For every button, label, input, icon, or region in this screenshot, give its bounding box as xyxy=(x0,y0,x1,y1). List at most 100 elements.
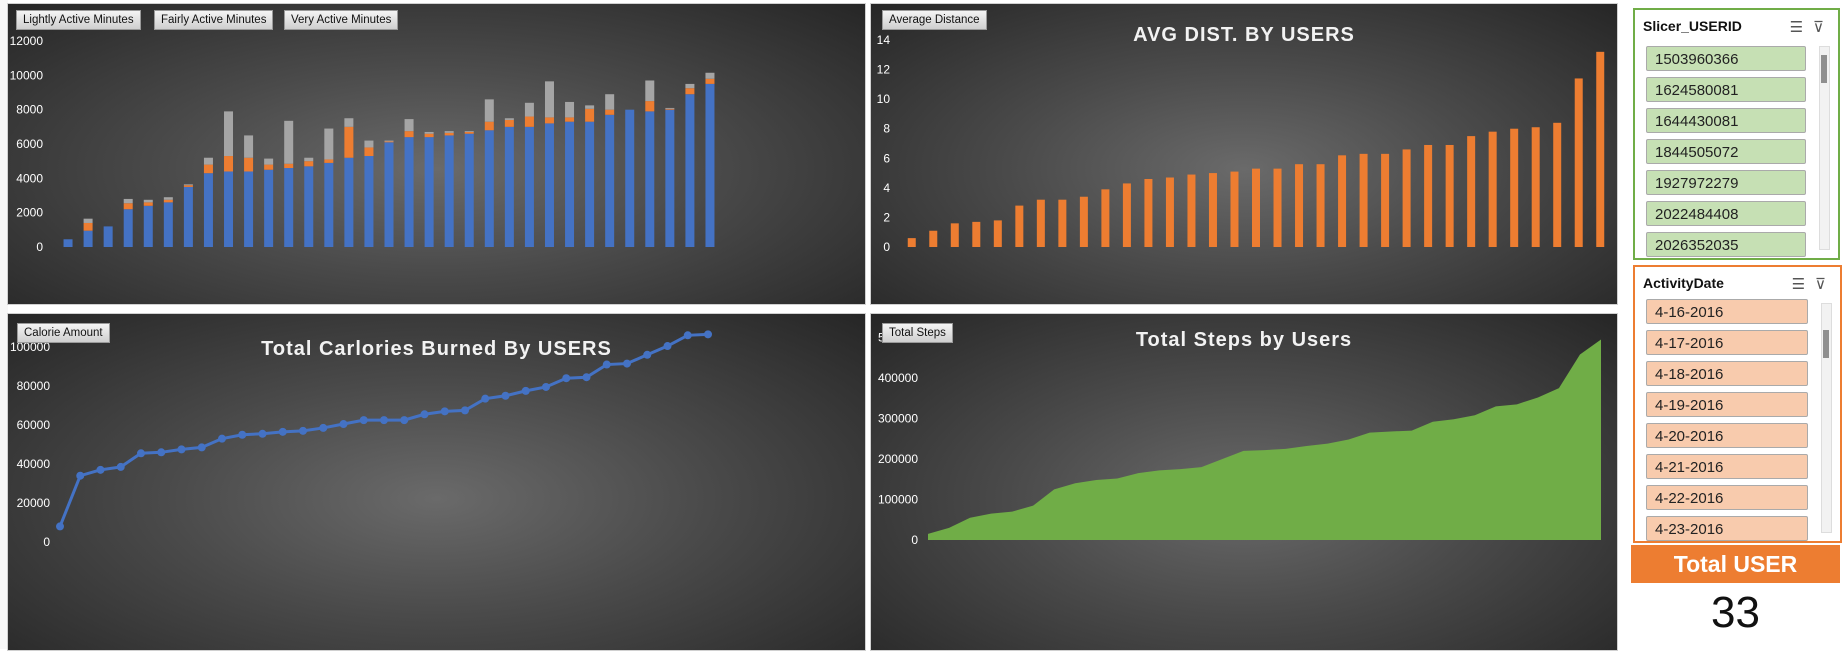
bar-segment xyxy=(83,222,93,231)
bar-segment xyxy=(384,141,394,143)
calories-chart[interactable]: 0 20000 40000 60000 80000 100000 120000 Calori… xyxy=(7,313,866,651)
bar-segment xyxy=(464,133,474,247)
slicer-date-item[interactable]: 4-21-2016 xyxy=(1646,454,1808,479)
distance-bar xyxy=(1359,153,1368,247)
multi-select-icon[interactable]: ☰ xyxy=(1791,276,1806,293)
legend-fairly-active[interactable]: Fairly Active Minutes xyxy=(154,10,274,30)
slicer-date-item[interactable]: 4-19-2016 xyxy=(1646,392,1808,417)
slicer-userid-scrollbar[interactable] xyxy=(1819,46,1830,250)
bar-segment xyxy=(645,101,655,112)
calories-point xyxy=(56,522,64,531)
bar-segment xyxy=(605,114,615,247)
bar-segment xyxy=(143,202,153,206)
clear-filter-icon[interactable]: ⊽ xyxy=(1813,19,1824,36)
activity-minutes-chart[interactable]: 0 2000 4000 6000 8000 10000 12000 Lightly Acti… xyxy=(7,3,866,305)
slicer-userid-item[interactable]: 1644430081 xyxy=(1646,108,1806,133)
distance-bar xyxy=(1058,199,1067,247)
multi-select-icon[interactable]: ☰ xyxy=(1789,19,1804,36)
bar-segment xyxy=(264,169,274,247)
slicer-userid[interactable]: Slicer_USERID ☰ ⊽ 1503960366 1624580081 164… xyxy=(1633,8,1840,260)
y-tick-label: 60000 xyxy=(17,418,51,432)
slicer-userid-item[interactable]: 1844505072 xyxy=(1646,139,1806,164)
bar-segment xyxy=(183,185,193,187)
distance-bar xyxy=(993,220,1002,247)
slicer-userid-controls: ☰ ⊽ xyxy=(1780,18,1824,36)
slicer-date-item[interactable]: 4-23-2016 xyxy=(1646,516,1808,541)
y-tick-label: 6000 xyxy=(16,137,43,151)
bar-segment xyxy=(544,123,554,247)
slicer-date-item[interactable]: 4-18-2016 xyxy=(1646,361,1808,386)
bar-segment xyxy=(143,199,153,203)
calories-point xyxy=(704,330,712,339)
clear-filter-icon[interactable]: ⊽ xyxy=(1815,276,1826,293)
distance-bar xyxy=(1230,171,1239,247)
calories-point xyxy=(400,416,409,425)
slicer-userid-item[interactable]: 2022484408 xyxy=(1646,201,1806,226)
bar-segment xyxy=(163,197,173,200)
y-tick-label: 14 xyxy=(877,33,891,47)
distance-bar xyxy=(1381,153,1390,247)
bar-segment xyxy=(645,80,655,102)
bar-segment xyxy=(163,202,173,247)
calories-point xyxy=(461,406,469,415)
bar-segment xyxy=(103,226,113,247)
y-tick-label: 120000 xyxy=(10,314,50,315)
bar-segment xyxy=(344,126,354,158)
slicer-date-item[interactable]: 4-22-2016 xyxy=(1646,485,1808,510)
calories-point xyxy=(137,449,145,458)
y-tick-label: 200000 xyxy=(878,452,918,466)
distance-bar xyxy=(1079,196,1088,247)
calories-point xyxy=(339,420,348,429)
slicer-date-item[interactable]: 4-20-2016 xyxy=(1646,423,1808,448)
distance-bar xyxy=(907,238,916,247)
slicer-date-item[interactable]: 4-17-2016 xyxy=(1646,330,1808,355)
distance-bar xyxy=(1445,144,1454,247)
legend-calorie-amount[interactable]: Calorie Amount xyxy=(17,323,110,343)
bar-segment xyxy=(665,108,675,110)
calories-point xyxy=(116,462,125,471)
bar-segment xyxy=(203,157,213,165)
y-tick-label: 400000 xyxy=(878,371,918,385)
bar-segment xyxy=(605,109,615,115)
slicer-userid-item[interactable]: 2026352035 xyxy=(1646,232,1806,257)
slicer-date-title: ActivityDate xyxy=(1643,275,1724,291)
calories-point xyxy=(501,391,510,400)
bar-segment xyxy=(524,102,534,117)
bar-segment xyxy=(665,109,675,248)
slicer-userid-item[interactable]: 1624580081 xyxy=(1646,77,1806,102)
bar-segment xyxy=(123,198,133,204)
y-tick-label: 100000 xyxy=(10,340,50,354)
calories-point xyxy=(420,410,429,419)
y-tick-label: 0 xyxy=(43,535,50,549)
calories-point xyxy=(218,434,226,443)
y-tick-label: 300000 xyxy=(878,412,918,426)
calories-point xyxy=(359,416,368,425)
steps-chart[interactable]: 0100000200000300000400000500000600000 To… xyxy=(870,313,1618,651)
bar-segment xyxy=(224,171,234,247)
bar-segment xyxy=(364,140,374,148)
y-tick-label: 4000 xyxy=(16,171,43,185)
legend-average-distance[interactable]: Average Distance xyxy=(882,10,987,30)
bar-segment xyxy=(123,203,133,210)
distance-bar xyxy=(1036,199,1045,247)
steps-title: Total Steps by Users xyxy=(1135,329,1353,351)
activity-minutes-plot: 0 2000 4000 6000 8000 10000 12000 xyxy=(10,34,715,254)
bar-segment xyxy=(424,131,434,134)
calories-point xyxy=(278,427,287,436)
slicer-activity-date[interactable]: ActivityDate ☰ ⊽ 4-16-2016 4-17-2016 4-18-2… xyxy=(1633,265,1842,543)
bar-segment xyxy=(565,101,575,118)
calories-point xyxy=(542,382,550,391)
legend-total-steps[interactable]: Total Steps xyxy=(882,323,953,343)
slicer-date-item[interactable]: 4-16-2016 xyxy=(1646,299,1808,324)
legend-lightly-active[interactable]: Lightly Active Minutes xyxy=(16,10,141,30)
slicer-userid-item[interactable]: 1503960366 xyxy=(1646,46,1806,71)
bar-segment xyxy=(163,199,173,203)
bar-segment xyxy=(203,164,213,174)
y-tick-label: 10000 xyxy=(10,68,44,82)
slicer-userid-item[interactable]: 1927972279 xyxy=(1646,170,1806,195)
calories-point xyxy=(177,445,186,454)
avg-distance-chart[interactable]: 0 2 4 6 8 10 12 14 Average Distance AVG DIST. B… xyxy=(870,3,1618,305)
legend-very-active[interactable]: Very Active Minutes xyxy=(284,10,399,30)
bar-segment xyxy=(665,107,675,109)
slicer-date-scrollbar[interactable] xyxy=(1821,303,1832,533)
